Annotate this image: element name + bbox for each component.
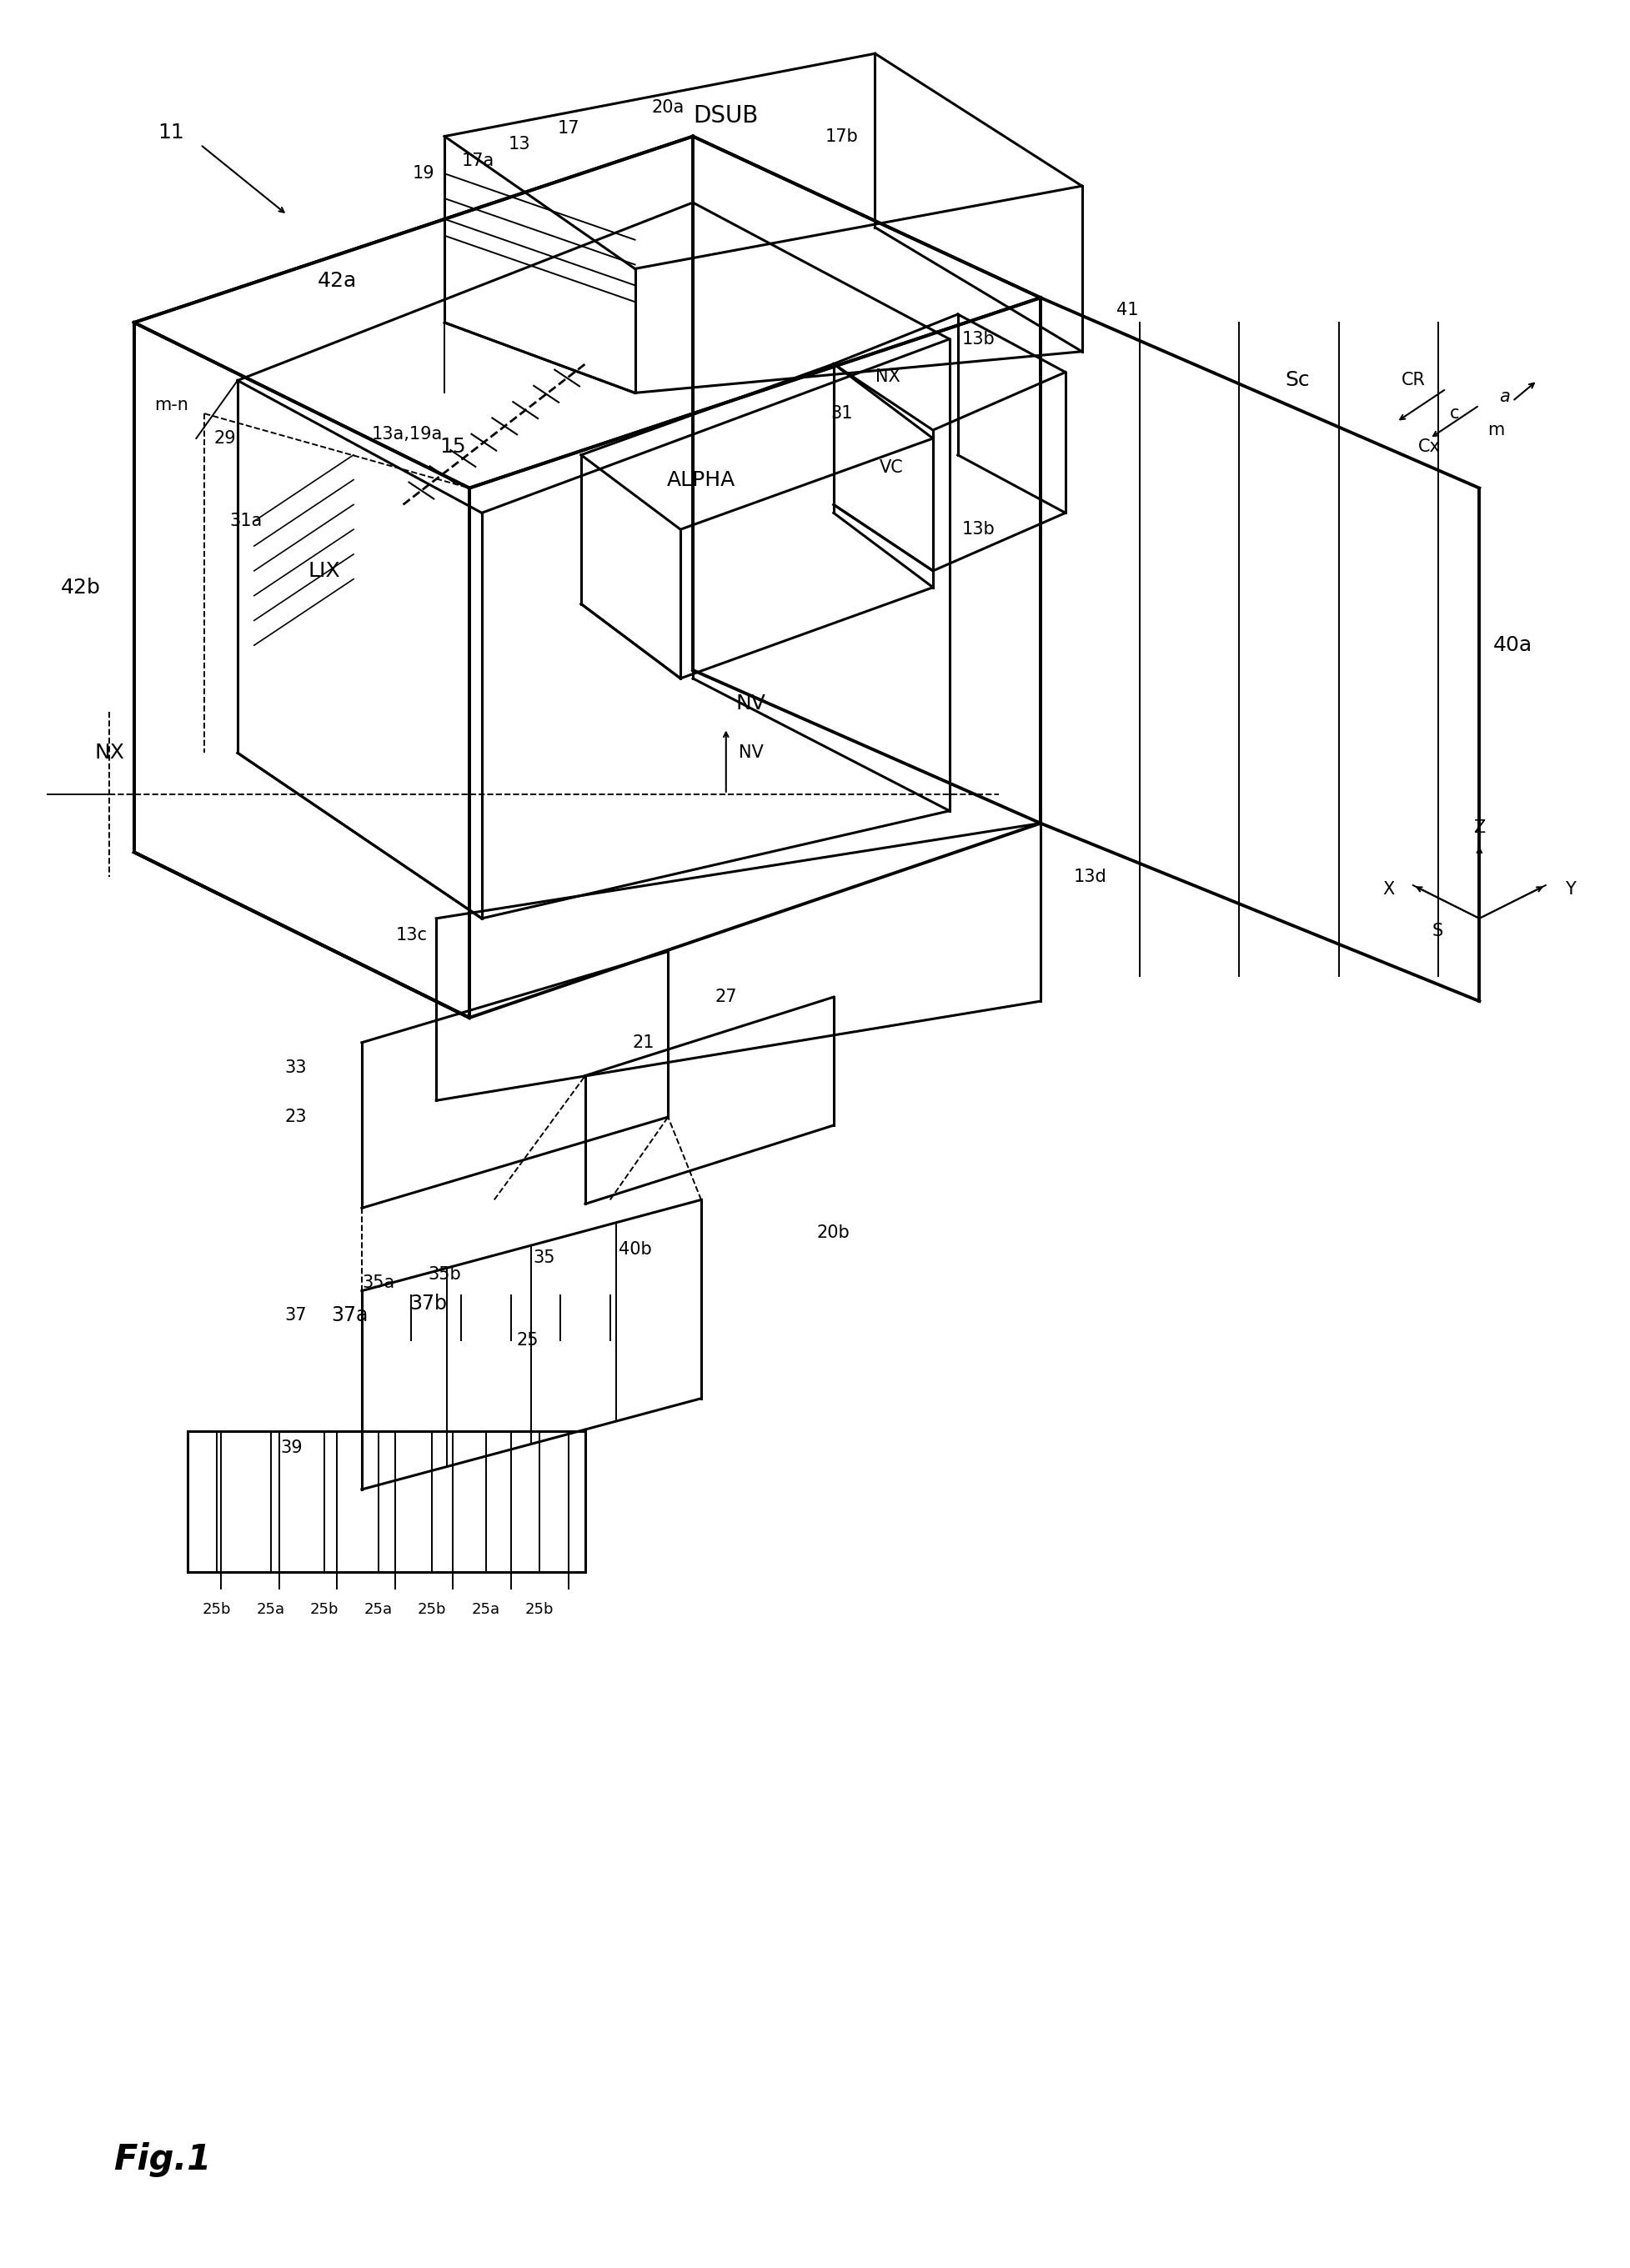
Text: CR: CR (1400, 372, 1425, 388)
Text: 13: 13 (507, 136, 530, 152)
Text: 25b: 25b (417, 1601, 447, 1617)
Text: 20b: 20b (817, 1225, 849, 1241)
Text: 25b: 25b (525, 1601, 554, 1617)
Text: a: a (1498, 388, 1509, 406)
Text: VC: VC (879, 458, 903, 476)
Text: 25a: 25a (363, 1601, 393, 1617)
Text: NX: NX (875, 367, 900, 386)
Text: NV: NV (738, 744, 763, 762)
Text: 37: 37 (284, 1306, 306, 1325)
Text: 31a: 31a (230, 513, 262, 528)
Text: 21: 21 (632, 1034, 654, 1050)
Text: NV: NV (735, 694, 766, 712)
Text: 20a: 20a (652, 100, 685, 116)
Text: 13a,19a: 13a,19a (372, 426, 443, 442)
Text: 13d: 13d (1073, 869, 1107, 885)
Text: 25: 25 (517, 1331, 538, 1349)
Text: 25a: 25a (256, 1601, 285, 1617)
Text: m-n: m-n (155, 397, 189, 413)
Text: 17: 17 (557, 120, 580, 136)
Text: Z: Z (1472, 819, 1485, 835)
Text: Sc: Sc (1284, 370, 1309, 390)
Text: Cx: Cx (1418, 438, 1441, 456)
Text: 13b: 13b (962, 331, 994, 347)
Text: 23: 23 (284, 1109, 306, 1125)
Text: 29: 29 (214, 431, 236, 447)
Text: ALPHA: ALPHA (667, 469, 735, 490)
Text: DSUB: DSUB (693, 104, 758, 127)
Text: 15: 15 (440, 438, 466, 456)
Text: m: m (1487, 422, 1503, 438)
Text: 25a: 25a (471, 1601, 500, 1617)
Text: 35: 35 (533, 1250, 554, 1266)
Text: 35b: 35b (427, 1266, 461, 1284)
Text: 31: 31 (830, 406, 852, 422)
Text: 13c: 13c (396, 928, 427, 943)
Text: 33: 33 (284, 1059, 306, 1075)
Text: 13b: 13b (962, 522, 994, 538)
Text: 41: 41 (1117, 302, 1138, 318)
Text: S: S (1431, 923, 1443, 939)
Text: 25b: 25b (202, 1601, 231, 1617)
Text: 19: 19 (412, 166, 435, 181)
Text: 40a: 40a (1491, 635, 1531, 655)
Text: X: X (1382, 880, 1394, 898)
Text: Fig.1: Fig.1 (114, 2143, 210, 2177)
Text: 42a: 42a (318, 272, 357, 290)
Text: 17a: 17a (461, 152, 494, 170)
Text: 37a: 37a (331, 1306, 368, 1327)
Text: 25b: 25b (310, 1601, 339, 1617)
Text: 35a: 35a (362, 1275, 394, 1290)
Text: 37b: 37b (409, 1293, 447, 1313)
Text: 11: 11 (158, 122, 184, 143)
Text: c: c (1449, 406, 1459, 422)
Text: LIX: LIX (308, 560, 341, 581)
Text: 17b: 17b (825, 127, 857, 145)
Text: 40b: 40b (618, 1241, 652, 1259)
Text: 42b: 42b (60, 578, 99, 596)
Text: NX: NX (95, 744, 124, 762)
Text: 39: 39 (280, 1440, 302, 1456)
Text: Y: Y (1565, 880, 1575, 898)
Text: 27: 27 (714, 989, 737, 1005)
